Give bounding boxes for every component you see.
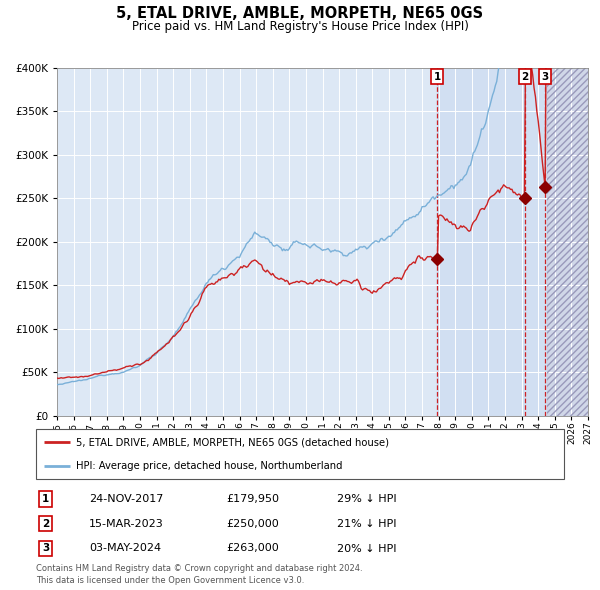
Text: 5, ETAL DRIVE, AMBLE, MORPETH, NE65 0GS: 5, ETAL DRIVE, AMBLE, MORPETH, NE65 0GS: [116, 6, 484, 21]
Text: £179,950: £179,950: [226, 494, 279, 504]
Text: Contains HM Land Registry data © Crown copyright and database right 2024.: Contains HM Land Registry data © Crown c…: [36, 563, 362, 572]
Text: 20% ↓ HPI: 20% ↓ HPI: [337, 543, 397, 553]
Bar: [437, 68, 547, 416]
Text: 3: 3: [541, 71, 548, 81]
Text: 15-MAR-2023: 15-MAR-2023: [89, 519, 164, 529]
Text: £250,000: £250,000: [226, 519, 279, 529]
FancyBboxPatch shape: [36, 429, 564, 479]
Text: 2: 2: [42, 519, 49, 529]
Text: This data is licensed under the Open Government Licence v3.0.: This data is licensed under the Open Gov…: [36, 576, 304, 585]
Text: 5, ETAL DRIVE, AMBLE, MORPETH, NE65 0GS (detached house): 5, ETAL DRIVE, AMBLE, MORPETH, NE65 0GS …: [76, 437, 389, 447]
Text: 21% ↓ HPI: 21% ↓ HPI: [337, 519, 397, 529]
Text: Price paid vs. HM Land Registry's House Price Index (HPI): Price paid vs. HM Land Registry's House …: [131, 20, 469, 33]
Text: 3: 3: [42, 543, 49, 553]
Text: 2: 2: [521, 71, 529, 81]
Text: 24-NOV-2017: 24-NOV-2017: [89, 494, 163, 504]
Text: 03-MAY-2024: 03-MAY-2024: [89, 543, 161, 553]
Text: 29% ↓ HPI: 29% ↓ HPI: [337, 494, 397, 504]
Text: 1: 1: [42, 494, 49, 504]
Text: 1: 1: [433, 71, 440, 81]
Bar: [547, 68, 588, 416]
Text: £263,000: £263,000: [226, 543, 279, 553]
Bar: [547, 68, 588, 416]
Text: HPI: Average price, detached house, Northumberland: HPI: Average price, detached house, Nort…: [76, 461, 342, 471]
